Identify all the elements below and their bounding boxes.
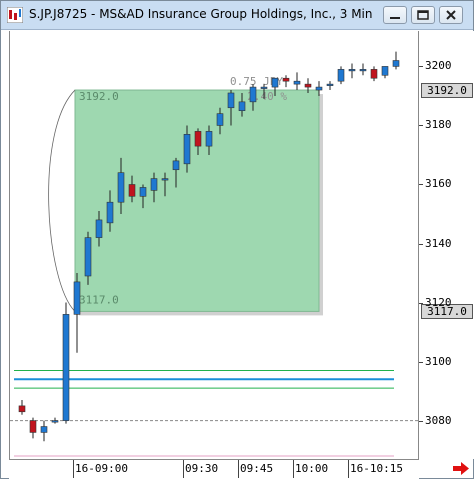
time-tick-label: 09:30 [185, 462, 219, 475]
current-price-tag: 3192.0 [421, 83, 473, 99]
price-tick-mark [419, 361, 423, 363]
candle-up [271, 77, 279, 88]
candle-up [106, 201, 114, 224]
price-tick-label: 3120 [425, 295, 452, 309]
candle-down [18, 405, 26, 413]
candle-up [381, 66, 389, 76]
candle-down [128, 184, 136, 197]
candlestick-plot[interactable]: 3192.0 3117.0 0.75 JPY 2.40 % [10, 31, 418, 459]
candle-up [216, 113, 224, 126]
chart-plot-area[interactable]: 3192.0 3117.0 0.75 JPY 2.40 % [9, 31, 418, 459]
candle-up [205, 131, 213, 147]
candle-up [73, 281, 81, 315]
candle-up [62, 314, 70, 421]
candle-up [359, 69, 367, 72]
candle-up [161, 178, 169, 181]
minimize-button[interactable] [383, 6, 407, 24]
time-tick-label: 10:00 [295, 462, 329, 475]
candle-up [315, 86, 323, 91]
price-axis[interactable]: 3192.0 3117.0 3200 3180 3160 3140 3120 3100 30… [418, 31, 474, 459]
measure-pct-label: 2.40 % [247, 90, 287, 103]
time-tick-label: 16-10:15 [350, 462, 403, 475]
time-axis[interactable]: 16-09:00 09:30 09:45 10:00 16-10:15 [9, 459, 419, 479]
time-tick-mark [183, 460, 184, 478]
candle-up [249, 86, 257, 103]
candle-up [392, 60, 400, 67]
candle-down [29, 420, 37, 433]
candle-up [172, 160, 180, 171]
measure-change-label: 0.75 JPY [230, 75, 283, 88]
price-tick-label: 3100 [425, 354, 452, 368]
title-bar[interactable]: S.JP.J8725 - MS&AD Insurance Group Holdi… [1, 1, 473, 30]
candle-up [238, 101, 246, 111]
time-tick-mark [73, 460, 74, 478]
scroll-right-arrow-icon[interactable] [449, 459, 473, 478]
candle-up [337, 69, 345, 82]
time-tick-mark [238, 460, 239, 478]
candle-up [117, 172, 125, 203]
time-tick-mark [293, 460, 294, 478]
price-tick-mark [419, 125, 423, 127]
measure-top-label: 3192.0 [79, 90, 119, 103]
measure-bottom-label: 3117.0 [79, 293, 119, 306]
price-tick-mark [419, 420, 423, 422]
candle-up [51, 420, 59, 423]
candle-up [150, 178, 158, 191]
price-tick-label: 3200 [425, 59, 452, 73]
candle-up [227, 92, 235, 109]
measure-box [74, 89, 320, 312]
candle-up [260, 86, 268, 89]
candle-up [348, 69, 356, 72]
candle-down [304, 83, 312, 88]
candle-down [282, 77, 290, 82]
price-tick-mark [419, 184, 423, 186]
candle-up [326, 83, 334, 86]
measure-arc [48, 89, 76, 312]
close-button[interactable] [439, 6, 463, 24]
price-tick-label: 3140 [425, 236, 452, 250]
price-tick-mark [419, 66, 423, 68]
price-tick-label: 3080 [425, 413, 452, 427]
candle-down [194, 131, 202, 147]
candle-up [293, 80, 301, 85]
candle-up [40, 426, 48, 433]
candle-up [183, 134, 191, 165]
time-tick-label: 09:45 [240, 462, 274, 475]
candle-up [84, 237, 92, 277]
candle-down [370, 69, 378, 79]
time-tick-mark [348, 460, 349, 478]
candle-up [95, 219, 103, 238]
restore-button[interactable] [411, 6, 435, 24]
time-tick-label: 16-09:00 [75, 462, 128, 475]
price-tick-label: 3160 [425, 177, 452, 191]
window-title: S.JP.J8725 - MS&AD Insurance Group Holdi… [29, 7, 373, 21]
price-tick-mark [419, 243, 423, 245]
candle-up [139, 187, 147, 197]
price-tick-label: 3180 [425, 118, 452, 132]
price-tick-mark [419, 302, 423, 304]
low-price-tag: 3117.0 [421, 304, 473, 320]
stock-chart-icon [7, 7, 23, 23]
